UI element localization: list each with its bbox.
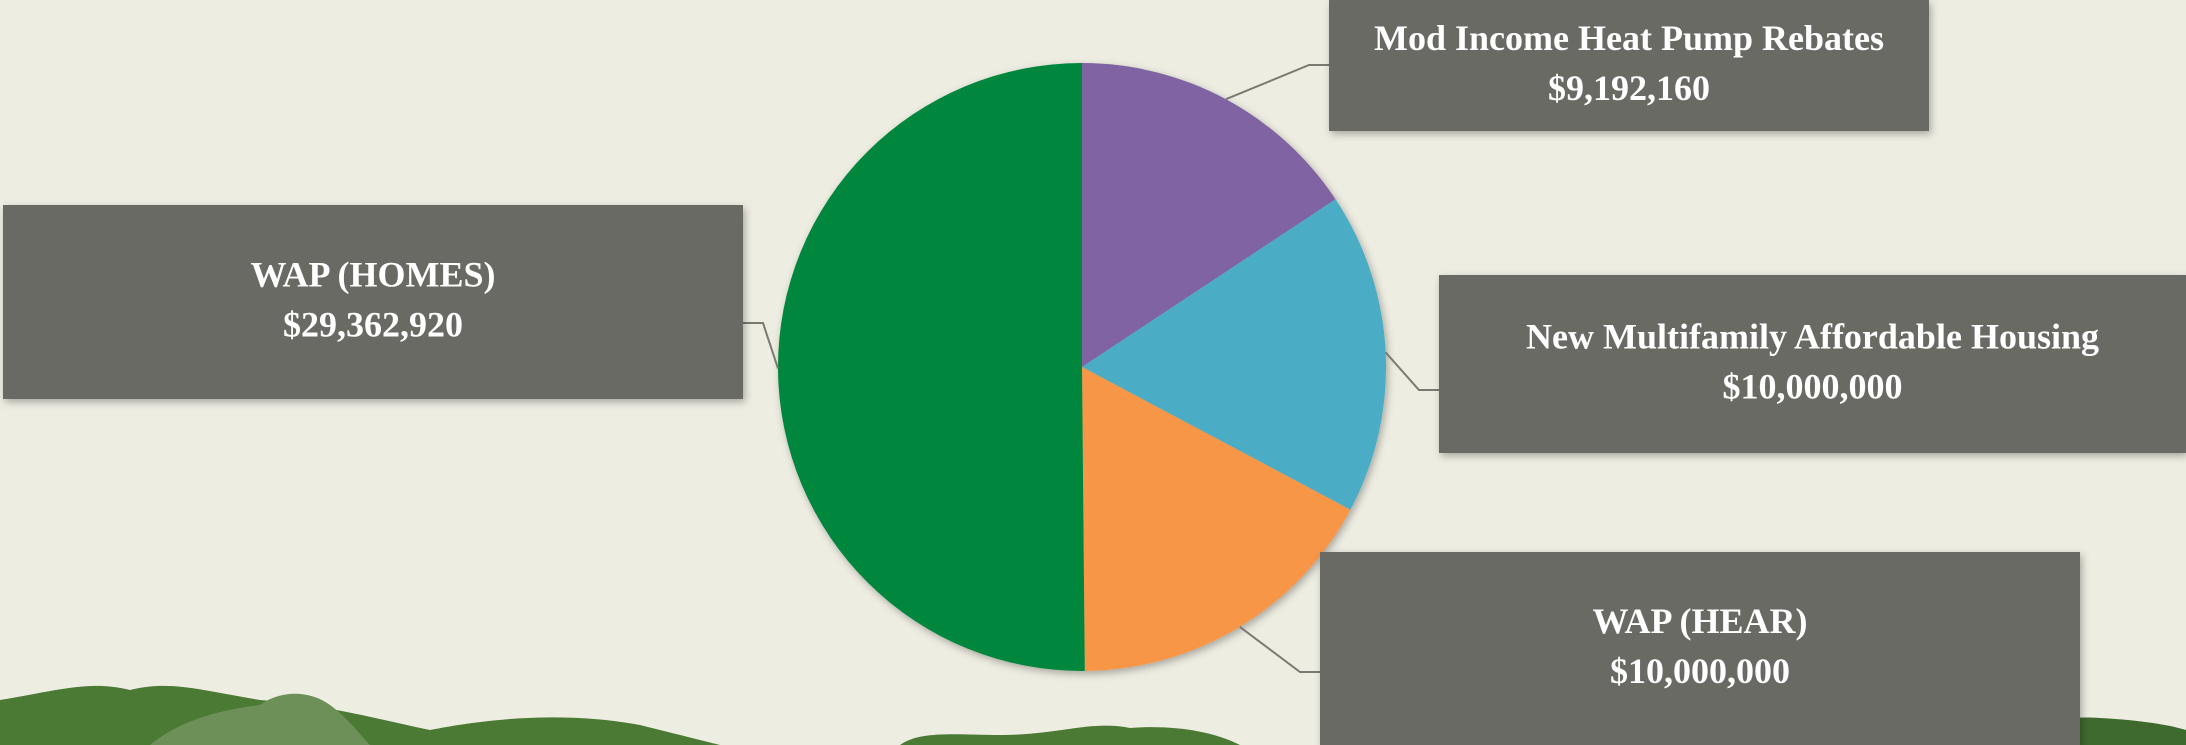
- category-label: WAP (HEAR): [1593, 601, 1808, 641]
- category-label: New Multifamily Affordable Housing: [1526, 316, 2099, 356]
- label-box: [3, 205, 743, 399]
- category-label: Mod Income Heat Pump Rebates: [1374, 18, 1884, 58]
- leader-line: [1239, 626, 1320, 673]
- leader-line: [1225, 64, 1329, 101]
- pie-slice: [1082, 367, 1351, 671]
- category-label: WAP (HOMES): [250, 254, 495, 294]
- label-box: [1320, 552, 2080, 745]
- hill: [150, 693, 370, 745]
- pie: [777, 63, 1387, 672]
- leader-line: [743, 322, 779, 369]
- leader-line: [1384, 351, 1439, 391]
- pie-slice: [1082, 63, 1336, 367]
- hill: [900, 725, 1240, 745]
- pie-slice: [1082, 199, 1387, 510]
- label-box: [1439, 275, 2186, 453]
- value-label: $10,000,000: [1723, 366, 1903, 406]
- label-box: [1329, 0, 1929, 131]
- value-label: $9,192,160: [1548, 68, 1710, 108]
- labels: Mod Income Heat Pump Rebates $9,192,160 Ne…: [3, 0, 2186, 745]
- pie-slice: [777, 63, 1085, 672]
- value-label: $10,000,000: [1610, 651, 1790, 691]
- value-label: $29,362,920: [283, 304, 463, 344]
